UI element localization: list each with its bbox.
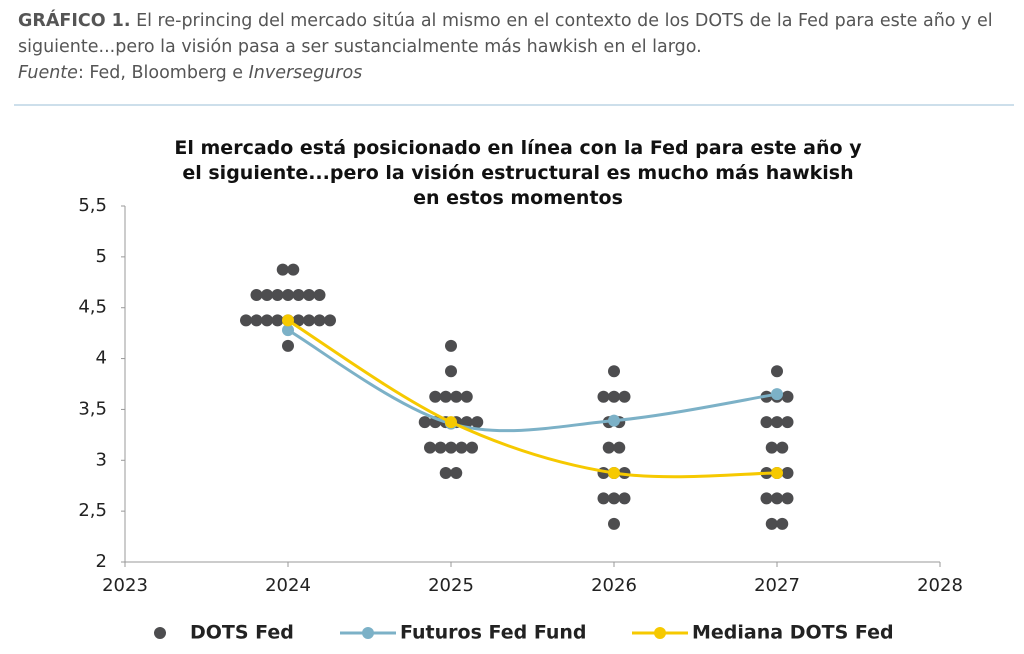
- dot: [429, 390, 442, 403]
- dot: [303, 289, 315, 301]
- dot: [618, 492, 631, 505]
- line-point: [282, 314, 294, 327]
- dot: [282, 339, 294, 352]
- dot: [781, 492, 794, 505]
- source-name: Inverseguros: [248, 63, 363, 83]
- dot: [608, 517, 620, 530]
- dot: [250, 314, 263, 327]
- y-tick-label: 4,5: [78, 297, 107, 318]
- dot: [445, 441, 457, 454]
- separator: [14, 104, 1014, 106]
- dot: [597, 390, 610, 403]
- dot: [292, 289, 305, 301]
- legend-label: DOTS Fed: [190, 622, 294, 644]
- caption: El re-princing del mercado sitúa al mism…: [18, 11, 993, 57]
- dot: [771, 416, 783, 429]
- dot: [324, 314, 336, 327]
- x-tick-label: 2024: [265, 575, 311, 596]
- dot: [450, 467, 463, 479]
- dot: [418, 416, 431, 429]
- dot: [781, 390, 794, 403]
- dot: [303, 314, 315, 327]
- line: [287, 328, 778, 433]
- dot: [602, 441, 615, 454]
- legend-marker: [362, 627, 374, 639]
- line: [287, 319, 778, 479]
- dot: [781, 416, 794, 429]
- y-tick-label: 3,5: [78, 398, 107, 419]
- source-label: Fuente: [18, 63, 78, 83]
- y-tick-label: 5,5: [78, 195, 107, 216]
- dot: [292, 314, 305, 327]
- line-point: [771, 467, 783, 479]
- legend-label: Mediana DOTS Fed: [692, 622, 894, 644]
- dot: [771, 365, 783, 378]
- y-tick-label: 2: [96, 551, 107, 572]
- dot: [439, 390, 452, 403]
- dot: [424, 441, 436, 454]
- x-tick-label: 2026: [591, 575, 637, 596]
- line-point: [608, 467, 620, 479]
- dot: [608, 365, 620, 378]
- dot: [445, 365, 457, 378]
- dot: [439, 467, 452, 479]
- line-point: [282, 324, 294, 337]
- dot: [261, 289, 273, 301]
- line-point: [771, 388, 783, 401]
- dot: [287, 263, 300, 276]
- dot: [261, 314, 273, 327]
- x-tick-label: 2023: [102, 575, 148, 596]
- y-tick-label: 2,5: [78, 500, 107, 521]
- dot: [434, 441, 447, 454]
- dot: [765, 517, 778, 530]
- dot: [466, 441, 478, 454]
- dot: [276, 263, 289, 276]
- dot: [760, 416, 773, 429]
- dot: [282, 289, 294, 301]
- line-point: [608, 414, 620, 427]
- header: GRÁFICO 1. El re-princing del mercado si…: [18, 8, 1018, 86]
- dot: [781, 467, 794, 479]
- dot: [460, 390, 473, 403]
- dot: [271, 314, 284, 327]
- dot: [240, 314, 252, 327]
- source-text: : Fed, Bloomberg e: [77, 63, 249, 83]
- x-tick-label: 2027: [754, 575, 800, 596]
- dot: [618, 390, 631, 403]
- dot: [597, 492, 610, 505]
- y-tick-label: 5: [96, 246, 107, 267]
- dot: [450, 390, 463, 403]
- legend-marker: [654, 627, 666, 639]
- chart-title: El mercado está posicionado en línea con…: [174, 137, 862, 209]
- dot: [776, 517, 789, 530]
- dot: [445, 339, 457, 352]
- dot: [760, 492, 773, 505]
- x-tick-label: 2025: [428, 575, 474, 596]
- legend-marker: [154, 627, 166, 639]
- dot: [776, 441, 789, 454]
- dot: [471, 416, 484, 429]
- x-tick-label: 2028: [917, 575, 963, 596]
- header-label: GRÁFICO 1.: [18, 11, 131, 31]
- dot: [313, 314, 326, 327]
- dot: [613, 441, 626, 454]
- y-tick-label: 4: [96, 348, 107, 369]
- dot: [765, 441, 778, 454]
- dot: [771, 492, 783, 505]
- dot: [460, 416, 473, 429]
- legend-label: Futuros Fed Fund: [400, 622, 587, 644]
- dot: [313, 289, 326, 301]
- dot: [271, 289, 284, 301]
- line-point: [445, 416, 457, 429]
- dot: [608, 390, 620, 403]
- y-tick-label: 3: [96, 449, 107, 470]
- dot: [250, 289, 263, 301]
- dot: [608, 492, 620, 505]
- dot: [455, 441, 468, 454]
